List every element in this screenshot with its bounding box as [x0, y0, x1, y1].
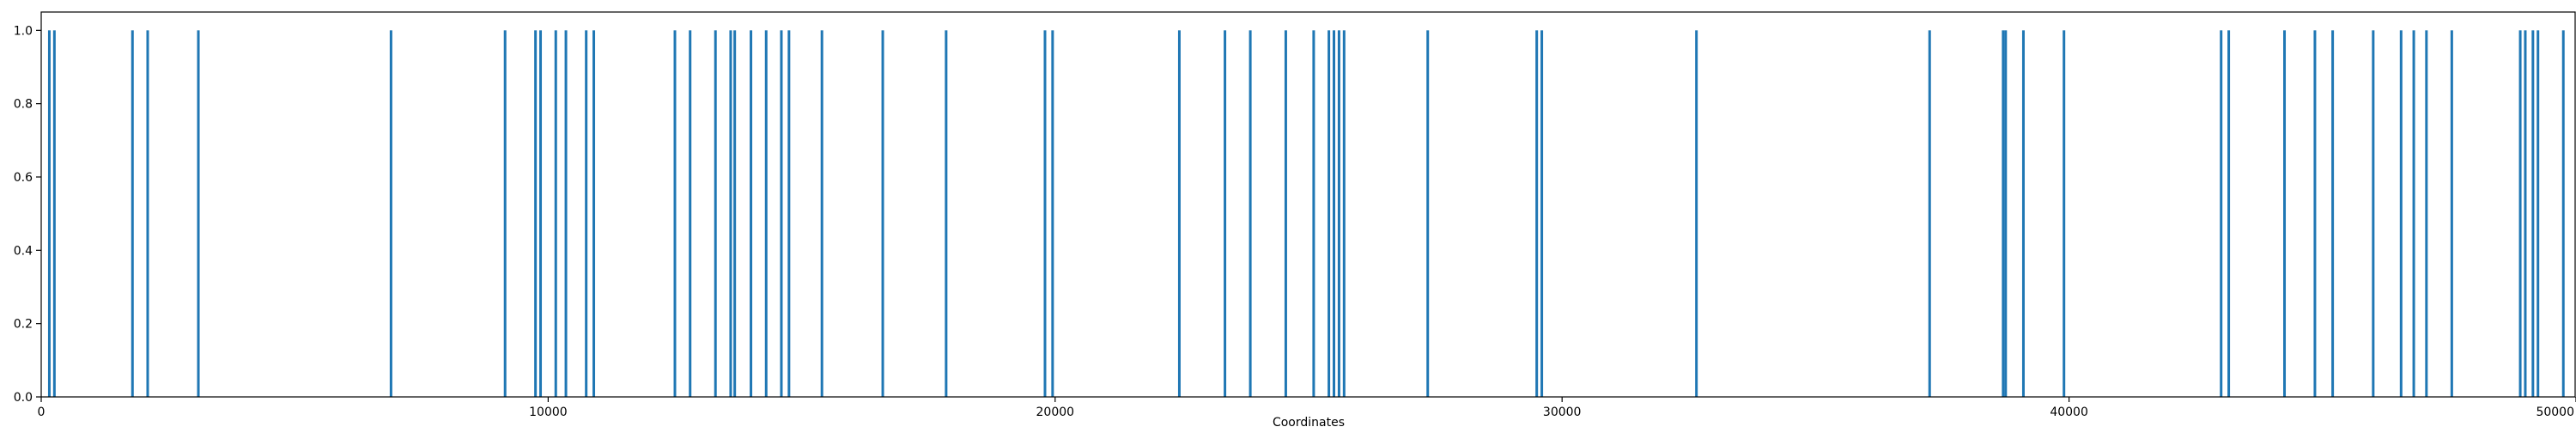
bar [1224, 30, 1227, 397]
bars-layer [47, 30, 2565, 397]
bar [2537, 30, 2540, 397]
bar [47, 30, 51, 397]
bar [689, 30, 692, 397]
y-tick-label: 0.6 [14, 171, 33, 185]
bar [787, 30, 791, 397]
bar [1333, 30, 1336, 397]
bar [881, 30, 884, 397]
bar [2561, 30, 2565, 397]
bar [2227, 30, 2231, 397]
bar [780, 30, 783, 397]
bar [1342, 30, 1346, 397]
y-tick-label: 0.0 [14, 391, 33, 405]
bar [2399, 30, 2403, 397]
bar [820, 30, 823, 397]
bar [389, 30, 392, 397]
bar [1337, 30, 1340, 397]
bar [2372, 30, 2375, 397]
bar [2524, 30, 2527, 397]
bar [2004, 30, 2008, 397]
bar [1249, 30, 1252, 397]
bar [1928, 30, 1931, 397]
bar [1540, 30, 1544, 397]
y-tick-label: 0.4 [14, 244, 33, 258]
bar [1312, 30, 1315, 397]
bar [2425, 30, 2428, 397]
y-tick-label: 1.0 [14, 24, 33, 38]
bar [1043, 30, 1047, 397]
bar [585, 30, 588, 397]
bar [733, 30, 737, 397]
bar [2450, 30, 2453, 397]
bar [714, 30, 717, 397]
x-tick-label: 0 [38, 406, 46, 419]
y-tick-label: 0.8 [14, 98, 33, 112]
bar [2021, 30, 2025, 397]
bar [729, 30, 732, 397]
bar [1051, 30, 1054, 397]
bar [503, 30, 507, 397]
bar [1177, 30, 1181, 397]
bar [1426, 30, 1430, 397]
x-tick-label: 20000 [1036, 406, 1075, 419]
bar [554, 30, 557, 397]
bar [2531, 30, 2535, 397]
bar [534, 30, 538, 397]
x-axis-label: Coordinates [1273, 416, 1345, 430]
bar [2313, 30, 2317, 397]
bar [2518, 30, 2522, 397]
bar [52, 30, 56, 397]
bar [2283, 30, 2287, 397]
bar [945, 30, 948, 397]
bar [2412, 30, 2415, 397]
bar [1695, 30, 1698, 397]
bar [1535, 30, 1539, 397]
bar [673, 30, 677, 397]
x-tick-label: 50000 [2536, 406, 2574, 419]
bar [592, 30, 596, 397]
x-tick-label: 30000 [1543, 406, 1582, 419]
bar [146, 30, 149, 397]
bar [2063, 30, 2066, 397]
x-tick-label: 10000 [529, 406, 568, 419]
bar [2002, 30, 2005, 397]
x-tick-label: 40000 [2050, 406, 2088, 419]
bar [197, 30, 200, 397]
plot-frame [40, 11, 2576, 398]
bar [2331, 30, 2335, 397]
bar [131, 30, 134, 397]
y-tick-label: 0.2 [14, 318, 33, 332]
axes-layer: 0 10000 20000 30000 40000 50000 0.0 0.2 0.4 0.6 0.… [14, 11, 2576, 419]
bar [564, 30, 568, 397]
bar [750, 30, 753, 397]
bar [539, 30, 543, 397]
bar [1284, 30, 1287, 397]
bar [2220, 30, 2223, 397]
bar [1327, 30, 1331, 397]
bar [764, 30, 768, 397]
